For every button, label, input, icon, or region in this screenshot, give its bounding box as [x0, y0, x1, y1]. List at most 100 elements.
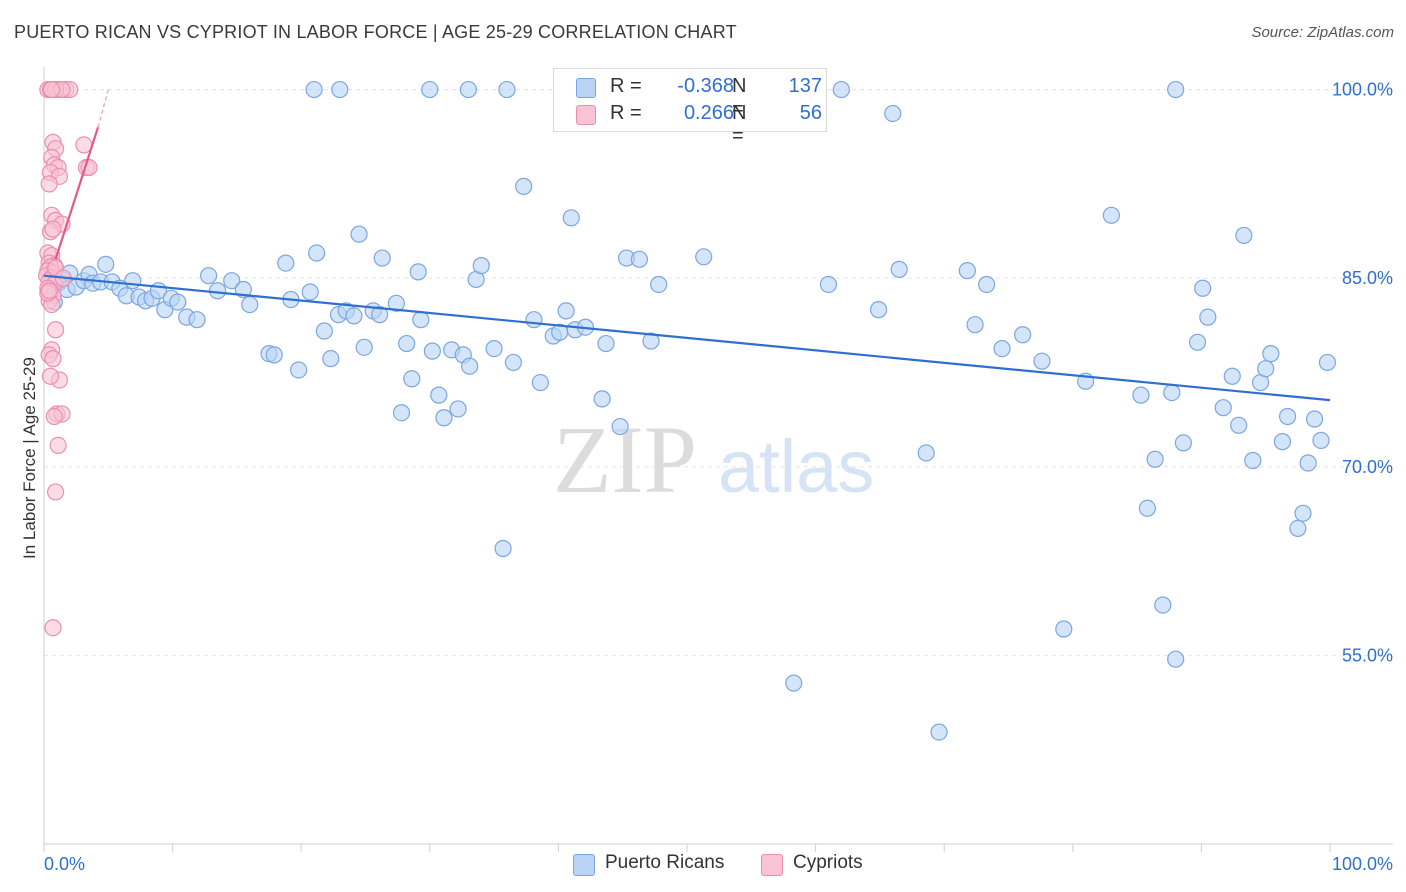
data-point [1294, 504, 1312, 522]
data-point [1102, 206, 1120, 224]
data-point [371, 306, 389, 324]
data-point [355, 338, 373, 356]
data-point [412, 311, 430, 329]
data-point [124, 272, 142, 290]
data-point [44, 350, 62, 368]
gridlines [44, 89, 1393, 656]
data-point [1318, 353, 1337, 372]
data-point [188, 311, 206, 329]
data-point [43, 80, 61, 99]
data-point [1138, 499, 1156, 517]
data-point [459, 80, 477, 99]
data-point [890, 260, 908, 278]
bottom-legend-label: Puerto Ricans [605, 852, 725, 873]
data-point [1312, 431, 1330, 449]
watermark-atlas: atlas [718, 425, 874, 508]
data-point [200, 267, 218, 285]
data-point [498, 80, 516, 99]
data-point [1167, 650, 1185, 668]
y-axis-label: In Labor Force | Age 25-29 [20, 357, 39, 559]
data-point [46, 321, 65, 339]
data-point [1289, 519, 1307, 537]
data-point [403, 370, 421, 388]
chart-title: PUERTO RICAN VS CYPRIOT IN LABOR FORCE |… [14, 22, 737, 42]
data-point [504, 353, 522, 372]
data-point [1299, 454, 1317, 472]
data-point [430, 386, 448, 404]
data-point [1055, 620, 1073, 638]
data-point [44, 220, 62, 238]
data-point [373, 249, 391, 267]
data-point [597, 334, 615, 353]
data-point [832, 80, 850, 99]
data-point [557, 302, 575, 320]
data-point [461, 357, 479, 375]
data-point [1199, 308, 1217, 326]
legend-n-label: N = [732, 102, 747, 147]
data-point [241, 295, 259, 314]
data-point [958, 262, 976, 280]
data-point [80, 158, 98, 177]
data-point [308, 244, 326, 262]
data-point [305, 80, 323, 99]
data-point [695, 248, 713, 266]
data-point [449, 400, 467, 418]
data-point [1223, 367, 1241, 385]
legend-r-value: 0.266 [683, 102, 734, 124]
data-point [169, 293, 187, 311]
bottom-legend-label: Cypriots [793, 852, 863, 873]
data-point [884, 104, 902, 123]
data-point [562, 209, 580, 227]
data-point [819, 275, 838, 294]
data-point [1174, 434, 1192, 452]
y-tick-labels: 55.0% 70.0% 85.0% 100.0% [1332, 80, 1393, 666]
source-label: Source: ZipAtlas.com [1251, 24, 1394, 41]
data-point [525, 311, 543, 329]
data-point [611, 417, 629, 436]
data-point [398, 334, 416, 353]
trend-line [43, 274, 1331, 402]
data-point [1273, 433, 1292, 451]
data-point [409, 263, 427, 281]
trend-layer [43, 89, 1331, 402]
bottom-legend-swatch-blue [573, 854, 595, 876]
data-point [315, 322, 333, 340]
data-point [917, 444, 935, 462]
data-point [265, 346, 283, 364]
data-point [785, 674, 803, 692]
data-point [642, 332, 660, 350]
data-point [515, 177, 533, 195]
data-point [1146, 450, 1164, 468]
data-point [1033, 352, 1051, 370]
data-point [1214, 399, 1232, 417]
data-point [978, 275, 996, 294]
data-point [472, 257, 490, 275]
data-point [966, 316, 984, 334]
data-point [531, 373, 549, 392]
data-point [1230, 416, 1248, 434]
data-point [350, 225, 368, 243]
data-point [392, 404, 411, 422]
data-point [97, 255, 115, 273]
legend-swatch-pink [576, 105, 596, 125]
legend-r-label: R = [610, 102, 642, 124]
data-point [1163, 384, 1181, 402]
y-tick-label: 100.0% [1332, 80, 1393, 100]
data-point [593, 390, 611, 408]
data-point [1167, 80, 1185, 99]
data-point [1257, 360, 1275, 378]
axes [43, 67, 1393, 852]
data-point [46, 483, 65, 501]
data-point [630, 250, 649, 268]
stats-legend: R = -0.368 N = 137 R = 0.266 N = 56 [553, 68, 827, 147]
data-point [1194, 279, 1212, 297]
y-tick-label: 85.0% [1342, 268, 1393, 288]
data-point [421, 80, 439, 99]
legend-r-value: -0.368 [677, 75, 734, 97]
data-point [44, 619, 62, 637]
data-point [423, 342, 441, 360]
data-point [1132, 386, 1150, 404]
data-point [1014, 326, 1032, 344]
y-tick-label: 70.0% [1342, 457, 1393, 477]
